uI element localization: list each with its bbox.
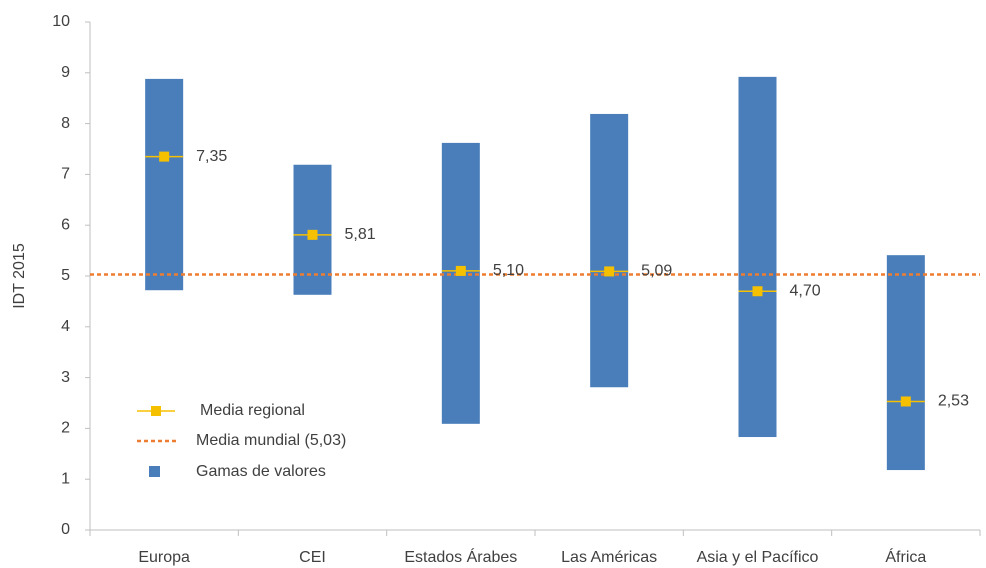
range-bar — [145, 78, 184, 291]
range-bar — [590, 113, 629, 388]
data-label: 5,09 — [641, 263, 672, 280]
x-tick-label: CEI — [299, 549, 326, 566]
mean-marker — [307, 229, 318, 240]
range-bar — [293, 164, 332, 295]
range-bar — [738, 76, 777, 438]
legend-label: Gamas de valores — [196, 463, 326, 480]
x-tick-label: Asia y el Pacífico — [697, 549, 819, 566]
y-tick-label: 0 — [61, 521, 70, 538]
data-label: 5,10 — [493, 262, 524, 279]
y-tick-label: 8 — [61, 115, 70, 132]
y-axis-label: IDT 2015 — [11, 243, 28, 309]
legend-range-marker — [149, 466, 160, 477]
y-tick-label: 6 — [61, 216, 70, 233]
legend-mean-marker — [151, 406, 161, 416]
x-tick-label: Europa — [138, 549, 190, 566]
legend-label: Media mundial (5,03) — [196, 432, 346, 449]
mean-marker — [752, 286, 763, 297]
data-label: 2,53 — [938, 393, 969, 410]
range-bar — [886, 255, 925, 471]
mean-marker — [604, 266, 615, 277]
data-label: 4,70 — [790, 282, 821, 299]
y-tick-label: 10 — [52, 13, 70, 30]
y-tick-label: 4 — [61, 318, 70, 335]
mean-marker — [900, 396, 911, 407]
y-tick-label: 3 — [61, 369, 70, 386]
x-tick-label: Estados Árabes — [404, 547, 517, 566]
y-tick-label: 2 — [61, 420, 70, 437]
y-tick-label: 9 — [61, 64, 70, 81]
data-label: 5,81 — [345, 226, 376, 243]
data-label: 7,35 — [196, 148, 227, 165]
x-tick-label: Las Américas — [561, 549, 657, 566]
y-tick-label: 5 — [61, 267, 70, 284]
y-tick-label: 7 — [61, 166, 70, 183]
mean-marker — [159, 151, 170, 162]
legend-label: Media regional — [200, 402, 305, 419]
range-bar — [441, 142, 480, 424]
x-tick-label: África — [885, 547, 926, 566]
mean-marker — [455, 265, 466, 276]
y-tick-label: 1 — [61, 470, 70, 487]
